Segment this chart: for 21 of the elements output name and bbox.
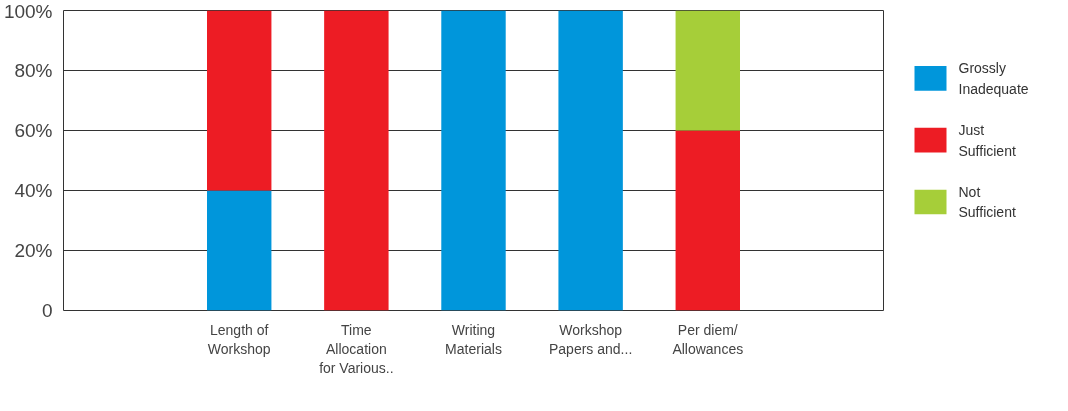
y-tick-label: 40% bbox=[14, 180, 53, 201]
y-tick-label: 60% bbox=[14, 120, 53, 141]
y-tick-label: 20% bbox=[14, 240, 53, 261]
x-tick-label: Per diem/ Allowances bbox=[672, 321, 744, 357]
y-tick-label: 0 bbox=[41, 300, 53, 321]
bar bbox=[441, 10, 506, 311]
legend-label: Not Sufficient bbox=[958, 183, 1016, 221]
bar bbox=[324, 10, 389, 311]
bar bbox=[675, 10, 740, 131]
legend-label: Just Sufficient bbox=[958, 121, 1016, 159]
x-tick-label: Workshop Papers and... bbox=[549, 321, 633, 357]
legend-label: Grossly Inadequate bbox=[958, 60, 1029, 97]
x-tick-label: Writing Materials bbox=[445, 321, 502, 357]
y-tick-label: 100% bbox=[3, 0, 53, 22]
y-tick-label: 80% bbox=[14, 60, 53, 81]
bar bbox=[207, 10, 272, 191]
bar bbox=[207, 190, 272, 311]
x-tick-label: Time Allocation for Various.. bbox=[319, 321, 394, 376]
bar bbox=[558, 10, 623, 311]
bar bbox=[675, 130, 740, 311]
x-tick-label: Length of Workshop bbox=[207, 321, 271, 357]
